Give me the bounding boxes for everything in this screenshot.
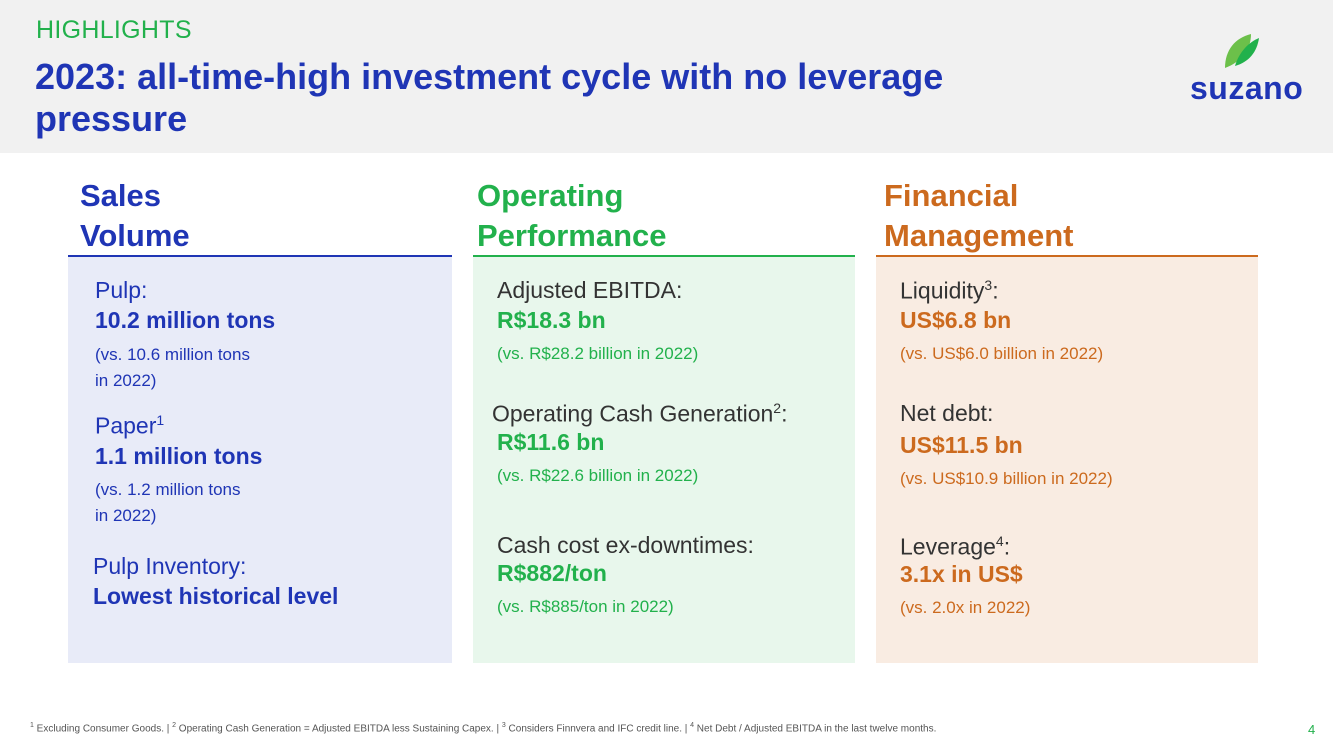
- fn3-ref: 3: [501, 722, 506, 729]
- fn2-ref: 2: [172, 722, 177, 729]
- financial-heading: Financial Management: [884, 176, 1073, 256]
- leaf-icon: [1225, 34, 1259, 68]
- slide-title: 2023: all-time-high investment cycle wit…: [35, 56, 944, 139]
- cashcost-note: (vs. R$885/ton in 2022): [497, 597, 674, 616]
- fn1-ref: 1: [30, 722, 34, 729]
- liquidity-label-text: Liquidity: [900, 277, 985, 304]
- operating-panel: [473, 257, 855, 663]
- section-kicker: HIGHLIGHTS: [36, 16, 192, 44]
- pulp-note: (vs. 10.6 million tons in 2022): [95, 342, 250, 394]
- fn3-text: Considers Finnvera and IFC credit line. …: [505, 723, 691, 735]
- ocg-label: Operating Cash Generation2:: [492, 400, 787, 428]
- inventory-value: Lowest historical level: [93, 583, 339, 609]
- netdebt-label: Net debt:: [900, 400, 994, 426]
- fn4-text: Net Debt / Adjusted EBITDA in the last t…: [694, 723, 937, 735]
- ocg-footnote-ref: 2: [773, 400, 782, 416]
- ocg-note: (vs. R$22.6 billion in 2022): [497, 466, 699, 485]
- liquidity-value: US$6.8 bn: [900, 307, 1012, 333]
- header-band: HIGHLIGHTS 2023: all-time-high investmen…: [0, 0, 1333, 153]
- liquidity-note: (vs. US$6.0 billion in 2022): [900, 344, 1104, 363]
- sales-panel: [68, 257, 452, 663]
- pulp-value: 10.2 million tons: [95, 307, 276, 333]
- ebitda-value: R$18.3 bn: [497, 307, 606, 333]
- ocg-label-text: Operating Cash Generation: [492, 400, 774, 427]
- sales-divider: [68, 255, 452, 257]
- cashcost-value: R$882/ton: [497, 560, 607, 586]
- leverage-footnote-ref: 4: [995, 533, 1004, 549]
- ocg-label-colon: :: [781, 400, 788, 427]
- financial-divider: [876, 255, 1258, 257]
- paper-value: 1.1 million tons: [95, 443, 263, 469]
- operating-divider: [473, 255, 855, 257]
- operating-heading: Operating Performance: [477, 176, 667, 256]
- leverage-label-colon: :: [1003, 533, 1011, 560]
- leverage-value: 3.1x in US$: [900, 561, 1023, 587]
- paper-label-text: Paper: [95, 412, 157, 439]
- paper-note-line2: in 2022): [95, 506, 157, 525]
- financial-panel: [876, 257, 1258, 663]
- pulp-note-line1: (vs. 10.6 million tons: [95, 345, 250, 364]
- sales-heading-line2: Volume: [80, 218, 190, 253]
- liquidity-label: Liquidity3:: [900, 277, 999, 305]
- cashcost-label: Cash cost ex-downtimes:: [497, 532, 754, 558]
- leverage-label: Leverage4:: [900, 533, 1010, 561]
- logo-wordmark: suzano: [1190, 70, 1304, 106]
- ebitda-note: (vs. R$28.2 billion in 2022): [497, 344, 699, 363]
- fn4-ref: 4: [690, 722, 695, 729]
- liquidity-footnote-ref: 3: [984, 277, 993, 293]
- paper-note: (vs. 1.2 million tons in 2022): [95, 477, 241, 529]
- pulp-note-line2: in 2022): [95, 371, 157, 390]
- operating-heading-line1: Operating: [477, 178, 624, 213]
- page-number: 4: [1308, 722, 1316, 737]
- pulp-label: Pulp:: [95, 277, 148, 303]
- fn1-text: Excluding Consumer Goods. |: [33, 723, 173, 735]
- leverage-note: (vs. 2.0x in 2022): [900, 598, 1031, 617]
- operating-heading-line2: Performance: [477, 218, 667, 253]
- leverage-label-text: Leverage: [900, 533, 996, 560]
- sales-heading-line1: Sales: [80, 178, 162, 213]
- liquidity-label-colon: :: [992, 277, 999, 304]
- paper-label: Paper1: [95, 412, 164, 440]
- paper-footnote-ref: 1: [156, 412, 165, 428]
- sales-heading: Sales Volume: [80, 176, 190, 256]
- financial-heading-line2: Management: [884, 218, 1074, 253]
- paper-note-line1: (vs. 1.2 million tons: [95, 480, 241, 499]
- ebitda-label: Adjusted EBITDA:: [497, 277, 683, 303]
- financial-heading-line1: Financial: [884, 178, 1019, 213]
- suzano-logo: suzano: [1185, 30, 1310, 106]
- netdebt-note: (vs. US$10.9 billion in 2022): [900, 469, 1113, 488]
- footnotes: 1 Excluding Consumer Goods. | 2 Operatin…: [30, 722, 936, 734]
- fn2-text: Operating Cash Generation = Adjusted EBI…: [176, 723, 502, 735]
- ocg-value: R$11.6 bn: [497, 429, 605, 455]
- inventory-label: Pulp Inventory:: [93, 553, 247, 579]
- netdebt-value: US$11.5 bn: [900, 432, 1023, 458]
